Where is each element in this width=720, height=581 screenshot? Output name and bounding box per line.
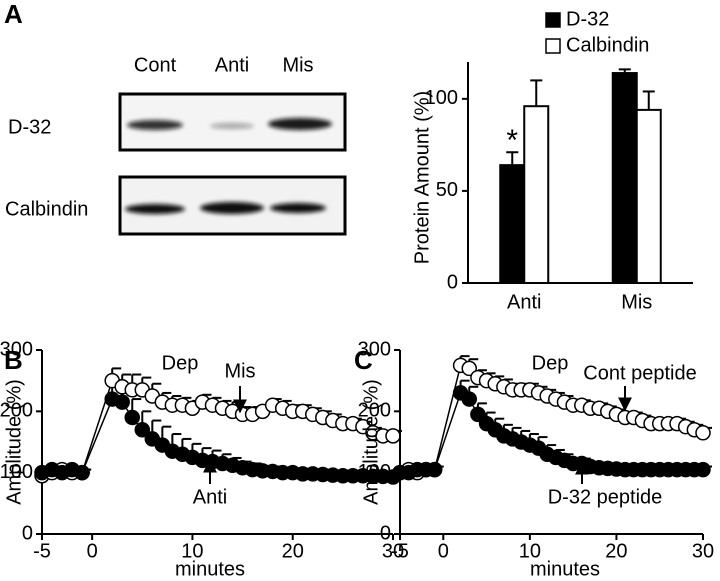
data-point — [426, 461, 443, 478]
series-label: Anti — [193, 486, 227, 508]
x-tick-label: 10 — [519, 540, 541, 562]
row-label: Calbindin — [5, 198, 88, 220]
series-label: Cont peptide — [583, 362, 696, 384]
annotation: Dep — [532, 352, 569, 374]
x-tick-label: -5 — [391, 540, 409, 562]
x-tick-label: 20 — [605, 540, 627, 562]
x-tick-label: Mis — [621, 291, 652, 313]
x-tick-label: 20 — [282, 540, 304, 562]
x-tick-label: -5 — [33, 540, 51, 562]
row-label: D-32 — [8, 116, 51, 138]
y-tick-label: 100 — [0, 461, 33, 483]
y-tick-label: 200 — [358, 400, 391, 422]
data-point — [124, 409, 141, 426]
data-point — [385, 428, 401, 444]
y-tick-label: 0 — [380, 522, 391, 544]
annotation: * — [506, 124, 518, 157]
series-label: Mis — [224, 360, 255, 382]
y-tick-label: 50 — [436, 179, 458, 201]
panel-label: C — [354, 345, 373, 375]
x-tick-label: 30 — [382, 540, 404, 562]
panel-label: B — [4, 345, 23, 375]
y-axis-label: Amplitude (%) — [360, 379, 382, 505]
x-axis-label: minutes — [530, 558, 600, 580]
lane-label: Anti — [215, 54, 249, 76]
x-tick-label: Anti — [507, 291, 541, 313]
x-tick-label: 10 — [181, 540, 203, 562]
legend-swatch — [545, 38, 561, 54]
y-tick-label: 0 — [447, 271, 458, 293]
y-tick-label: 300 — [0, 338, 33, 360]
y-tick-label: 300 — [358, 338, 391, 360]
y-tick-label: 100 — [425, 87, 458, 109]
x-tick-label: 30 — [692, 540, 714, 562]
data-point — [74, 464, 90, 481]
data-point — [114, 394, 130, 410]
lane-label: Cont — [134, 54, 177, 76]
blot — [118, 92, 347, 236]
y-tick-label: 200 — [0, 400, 33, 422]
y-axis-label: Amplitude (%) — [3, 379, 25, 505]
legend-label: Calbindin — [566, 34, 649, 56]
data-point — [461, 391, 478, 407]
x-axis-label: minutes — [175, 558, 245, 580]
bar — [499, 164, 526, 284]
y-axis-label: Protein Amount (%) — [411, 91, 433, 264]
data-point — [695, 461, 711, 478]
series-label: D-32 peptide — [548, 486, 663, 508]
legend-swatch — [545, 12, 561, 28]
annotation: Dep — [162, 352, 199, 374]
x-tick-label: 0 — [438, 540, 449, 562]
bar — [635, 108, 662, 284]
legend-label: D-32 — [566, 8, 609, 30]
bar — [523, 105, 550, 284]
lane-label: Mis — [282, 54, 313, 76]
bar — [611, 72, 638, 284]
y-tick-label: 100 — [358, 461, 391, 483]
x-tick-label: 0 — [87, 540, 98, 562]
data-point — [134, 421, 151, 438]
data-point — [695, 425, 711, 441]
y-tick-label: 0 — [22, 522, 33, 544]
panel-label: A — [4, 0, 23, 29]
